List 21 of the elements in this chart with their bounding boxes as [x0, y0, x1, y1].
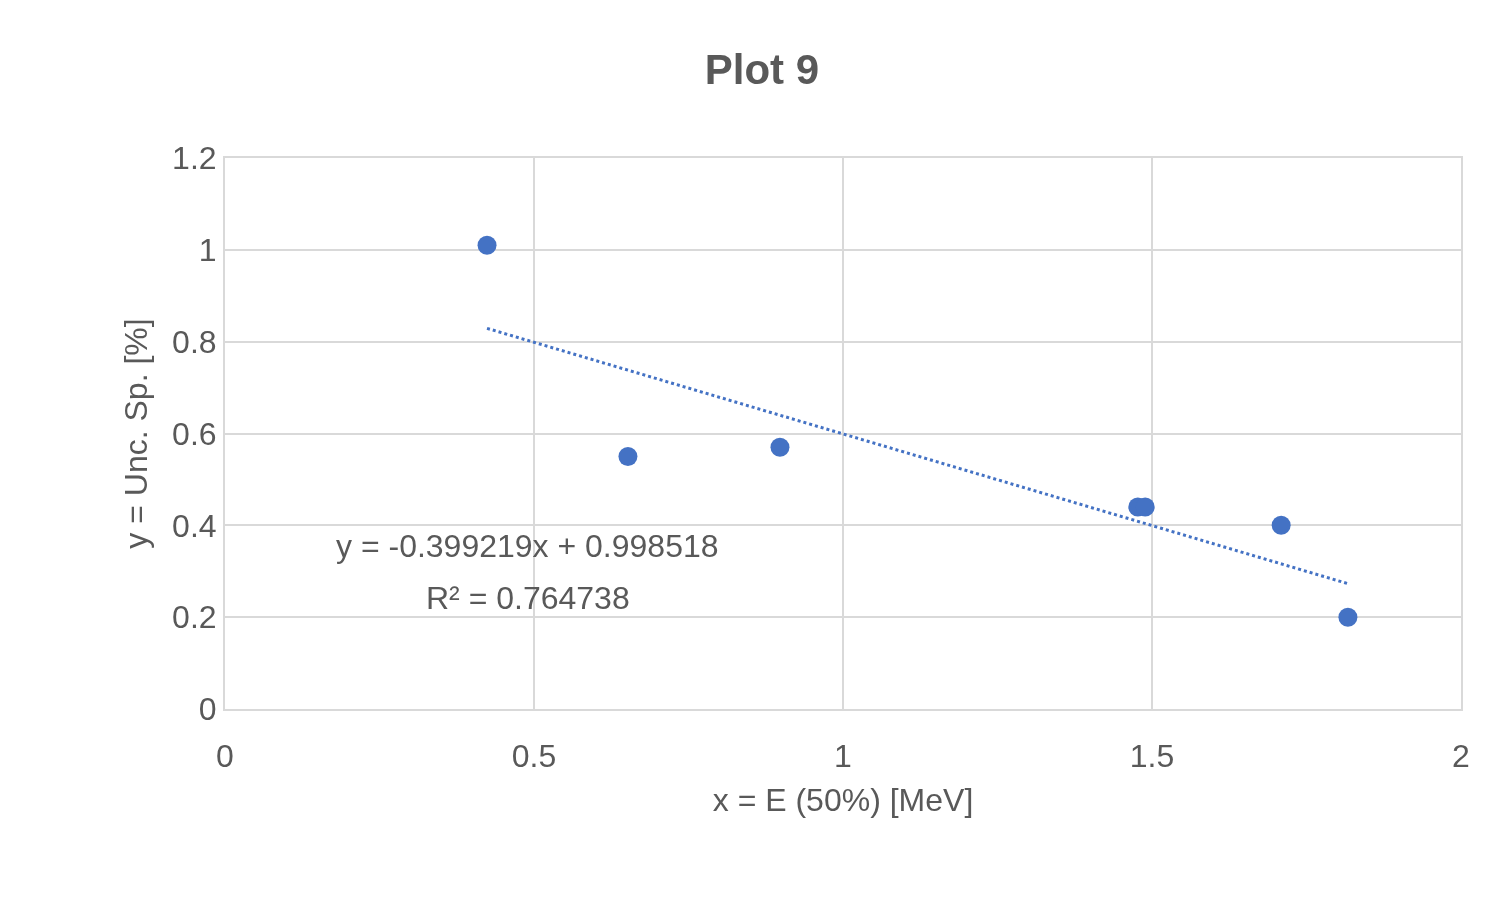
point [1271, 515, 1291, 535]
point [477, 235, 497, 255]
y-tick-label: 0 [198, 691, 217, 728]
point [770, 437, 790, 457]
y-tick-label: 1.2 [172, 140, 217, 177]
point [1338, 607, 1358, 627]
y-tick-label: 0.6 [172, 415, 217, 452]
y-axis-title: y = Unc. Sp. [%] [117, 318, 154, 549]
x-axis-title: x = E (50%) [MeV] [712, 781, 974, 818]
y-tick-label: 0.8 [172, 323, 217, 360]
y-tick-label: 1 [198, 232, 217, 269]
x-tick-label: 0.5 [511, 738, 557, 775]
annotation: R² = 0.764738 [426, 580, 630, 616]
annotation: y = -0.399219x + 0.998518 [336, 528, 719, 564]
y-tick-label: 0.4 [172, 507, 217, 544]
x-tick-label: 1 [834, 738, 852, 775]
x-tick-label: 2 [1452, 738, 1470, 775]
point [618, 446, 638, 466]
x-tick-label: 1.5 [1129, 738, 1175, 775]
chart-title: Plot 9 [704, 45, 820, 93]
y-tick-label: 0.2 [172, 599, 217, 636]
